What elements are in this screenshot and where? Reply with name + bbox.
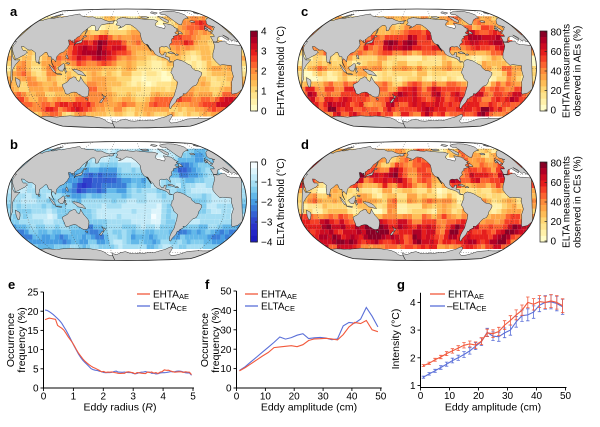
svg-text:0: 0 (33, 384, 39, 395)
svg-text:0: 0 (418, 391, 424, 402)
svg-text:40: 40 (551, 198, 563, 209)
svg-text:20: 20 (551, 217, 563, 228)
svg-text:40: 40 (551, 67, 563, 78)
svg-text:−2: −2 (261, 198, 273, 209)
svg-text:0: 0 (551, 237, 557, 248)
svg-text:2: 2 (261, 67, 267, 78)
svg-text:80: 80 (551, 28, 563, 39)
svg-text:0: 0 (226, 384, 232, 395)
svg-text:4: 4 (410, 298, 416, 309)
svg-text:20: 20 (289, 392, 301, 403)
svg-text:10: 10 (220, 364, 232, 375)
svg-text:30: 30 (502, 391, 514, 402)
svg-text:1: 1 (261, 87, 267, 98)
svg-text:80: 80 (551, 159, 563, 170)
svg-text:Eddy amplitude (cm): Eddy amplitude (cm) (261, 402, 357, 414)
svg-text:b: b (10, 137, 18, 152)
svg-text:40: 40 (531, 391, 543, 402)
svg-text:30: 30 (318, 392, 330, 403)
svg-text:ELTA threshold (°C): ELTA threshold (°C) (276, 158, 287, 246)
svg-text:10: 10 (260, 392, 272, 403)
svg-text:EHTAAE: EHTAAE (153, 290, 189, 302)
svg-text:60: 60 (551, 47, 563, 58)
svg-text:15: 15 (27, 326, 39, 337)
svg-text:2: 2 (410, 353, 416, 364)
svg-text:5: 5 (190, 392, 196, 403)
svg-text:10: 10 (27, 345, 39, 356)
svg-text:4: 4 (261, 27, 267, 38)
svg-text:60: 60 (551, 178, 563, 189)
svg-text:f: f (205, 277, 210, 292)
svg-text:Eddy radius (R): Eddy radius (R) (84, 402, 157, 414)
svg-text:observed in AEs (%): observed in AEs (%) (573, 26, 584, 117)
svg-text:−3: −3 (261, 218, 273, 229)
svg-text:1: 1 (410, 381, 416, 392)
svg-text:5: 5 (33, 364, 39, 375)
svg-text:c: c (301, 4, 308, 19)
svg-text:g: g (397, 277, 405, 292)
svg-text:Intensity (°C): Intensity (°C) (390, 309, 402, 370)
svg-text:2: 2 (101, 392, 107, 403)
svg-text:EHTA threshold (°C): EHTA threshold (°C) (276, 26, 287, 116)
svg-text:EHTAAE: EHTAAE (261, 290, 297, 302)
svg-text:0: 0 (234, 392, 240, 403)
svg-text:50: 50 (220, 287, 232, 298)
svg-text:–ELTACE: –ELTACE (447, 302, 487, 314)
svg-text:20: 20 (27, 307, 39, 318)
svg-text:Occurrence: Occurrence (199, 313, 211, 367)
svg-text:0: 0 (261, 158, 267, 169)
svg-text:observed in CEs (%): observed in CEs (%) (573, 156, 584, 248)
svg-text:25: 25 (27, 288, 39, 299)
svg-text:ELTACE: ELTACE (153, 302, 187, 314)
svg-text:ELTACE: ELTACE (261, 302, 295, 314)
svg-text:0: 0 (551, 106, 557, 117)
svg-text:a: a (10, 4, 18, 19)
svg-text:Occurrence: Occurrence (5, 313, 17, 367)
svg-text:frequency (%): frequency (%) (210, 307, 222, 372)
svg-text:d: d (301, 137, 309, 152)
svg-text:0: 0 (41, 392, 47, 403)
svg-text:1: 1 (71, 392, 77, 403)
svg-text:40: 40 (220, 306, 232, 317)
svg-text:frequency (%): frequency (%) (16, 307, 28, 372)
svg-text:50: 50 (560, 391, 572, 402)
svg-text:40: 40 (346, 392, 358, 403)
svg-text:ELTA measurements: ELTA measurements (562, 156, 573, 248)
svg-text:−4: −4 (261, 238, 273, 249)
svg-text:20: 20 (220, 345, 232, 356)
svg-text:EHTAAE: EHTAAE (448, 290, 484, 302)
svg-text:30: 30 (220, 325, 232, 336)
svg-text:20: 20 (551, 86, 563, 97)
svg-text:EHTA measurements: EHTA measurements (562, 24, 573, 118)
svg-text:4: 4 (160, 392, 166, 403)
svg-text:Eddy amplitude (cm): Eddy amplitude (cm) (445, 402, 541, 414)
svg-text:0: 0 (261, 107, 267, 118)
svg-text:3: 3 (261, 47, 267, 58)
svg-text:20: 20 (473, 391, 485, 402)
svg-text:e: e (8, 277, 15, 292)
svg-text:3: 3 (130, 392, 136, 403)
svg-text:−1: −1 (261, 178, 273, 189)
svg-text:3: 3 (410, 326, 416, 337)
svg-text:50: 50 (375, 392, 387, 403)
svg-text:10: 10 (444, 391, 456, 402)
